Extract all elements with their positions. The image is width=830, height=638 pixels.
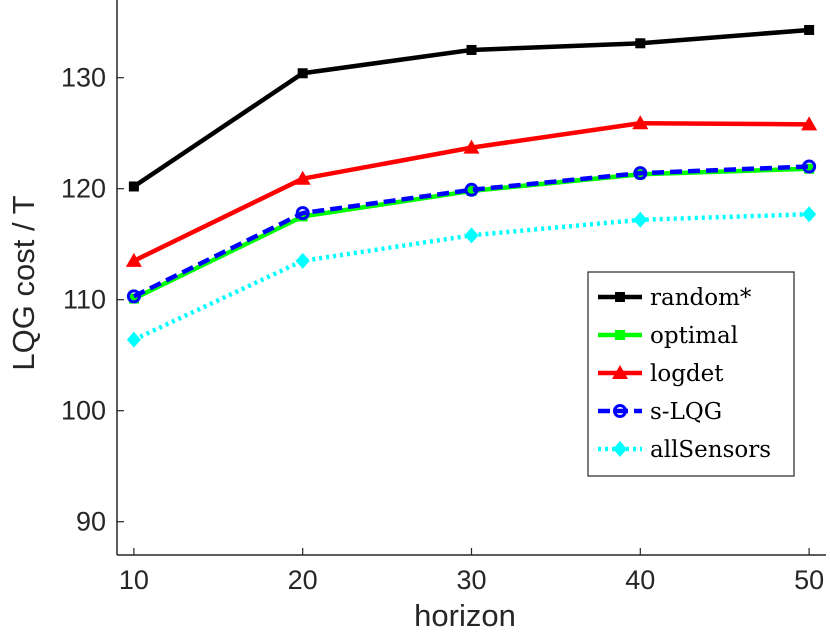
data-point	[128, 293, 139, 304]
series-line	[132, 164, 810, 299]
data-point	[633, 166, 648, 181]
data-point	[632, 115, 649, 130]
legend: random* optimal logdet s-LQG allSensors	[587, 271, 795, 477]
legend-marker	[613, 404, 627, 418]
y-tick-label: 90	[76, 507, 106, 537]
x-tick-label: 20	[288, 565, 318, 595]
data-point	[295, 252, 310, 269]
x-tick-label: 50	[794, 565, 824, 595]
data-point	[804, 24, 815, 35]
x-tick-label: 30	[456, 565, 486, 595]
series-random	[128, 24, 815, 192]
y-axis-label: LQG cost / T	[6, 195, 41, 370]
data-point	[464, 227, 479, 244]
legend-label: s-LQG	[650, 399, 722, 425]
series-allsensors	[126, 206, 817, 348]
data-point	[128, 181, 139, 192]
y-tick-label: 100	[61, 396, 106, 426]
legend-marker	[613, 441, 627, 457]
data-point	[466, 44, 477, 55]
data-point	[126, 331, 141, 348]
ticks: 10 20 30 40 50 90 100 110 120 130	[61, 63, 824, 595]
data-point	[126, 289, 141, 304]
data-point	[297, 211, 308, 222]
legend-marker	[615, 330, 625, 340]
y-tick-label: 110	[63, 285, 106, 315]
data-point	[802, 159, 817, 174]
data-point	[464, 182, 479, 197]
y-tick-label: 130	[61, 63, 106, 93]
data-point	[804, 163, 815, 174]
legend-marker	[615, 292, 625, 302]
data-point	[125, 252, 142, 267]
legend-marker	[612, 365, 628, 379]
data-point	[633, 211, 648, 228]
legend-entry: optimal	[598, 323, 738, 349]
legend-label: logdet	[650, 361, 724, 387]
y-tick-label: 120	[61, 174, 106, 204]
series-s-lqg	[126, 159, 817, 304]
x-tick-label: 40	[625, 565, 655, 595]
data-point	[294, 170, 311, 185]
legend-entry: random*	[598, 285, 752, 311]
data-point	[463, 139, 480, 154]
legend-label: optimal	[650, 323, 738, 349]
data-point	[295, 206, 310, 221]
data-point	[801, 116, 818, 131]
x-axis-label: horizon	[414, 598, 516, 633]
data-point	[297, 68, 308, 79]
legend-label: random*	[650, 285, 752, 311]
legend-entry: s-LQG	[598, 399, 722, 425]
data-point	[466, 185, 477, 196]
legend-label: allSensors	[650, 437, 771, 463]
data-point	[802, 206, 817, 223]
data-point	[635, 38, 646, 49]
legend-entry: allSensors	[598, 437, 771, 463]
series-logdet	[125, 115, 818, 267]
legend-entry: logdet	[598, 361, 724, 387]
x-tick-label: 10	[119, 565, 149, 595]
series-group	[125, 24, 818, 348]
